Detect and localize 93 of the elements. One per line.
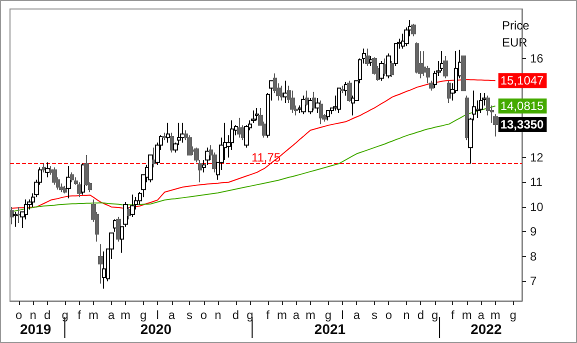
x-tick-label: f bbox=[450, 308, 455, 322]
candlestick bbox=[166, 122, 170, 144]
candlestick bbox=[162, 132, 167, 141]
x-tick-label: a bbox=[478, 308, 485, 322]
candlestick bbox=[301, 95, 306, 115]
x-tick-label: g bbox=[246, 308, 254, 322]
x-tick-label: m bbox=[120, 308, 131, 322]
x-tick-label: m bbox=[462, 308, 472, 322]
x-tick-label: m bbox=[277, 308, 287, 322]
candlestick bbox=[390, 60, 394, 78]
candlestick bbox=[283, 80, 288, 104]
ref-line-label: 11,75 bbox=[251, 150, 281, 165]
candlestick bbox=[52, 166, 57, 186]
x-tick-label: m bbox=[305, 308, 316, 322]
x-tick-label: l bbox=[156, 308, 159, 322]
candlestick bbox=[17, 206, 21, 224]
line-series bbox=[11, 105, 496, 212]
x-tick-label: n bbox=[214, 308, 222, 322]
y-tick-label: 9 bbox=[530, 224, 537, 239]
candlestick bbox=[152, 147, 156, 168]
x-tick-label: a bbox=[353, 308, 360, 322]
x-tick-label: o bbox=[385, 308, 392, 322]
y-tick-label: 16 bbox=[530, 51, 544, 66]
candlestick bbox=[255, 107, 259, 121]
candlestick bbox=[63, 185, 67, 194]
x-tick-label: f bbox=[78, 308, 82, 322]
candlestick bbox=[365, 48, 370, 66]
x-tick-label: a bbox=[108, 308, 115, 322]
y-tick-label: 10 bbox=[530, 200, 544, 214]
candlestick bbox=[130, 194, 135, 218]
candlestick bbox=[244, 124, 249, 148]
text: 2020 bbox=[140, 321, 172, 337]
candlestick bbox=[447, 80, 451, 104]
candlestick bbox=[102, 251, 106, 290]
text: 2022 bbox=[470, 321, 502, 337]
x-tick-label: m bbox=[490, 308, 500, 322]
y-tick-label: 11 bbox=[530, 175, 543, 190]
x-tick-label: o bbox=[16, 308, 23, 322]
candlestick bbox=[45, 162, 50, 178]
x-tick-label: o bbox=[200, 308, 208, 322]
candlestick bbox=[170, 132, 174, 154]
text: 2019 bbox=[20, 321, 52, 337]
x-tick-label: a bbox=[292, 308, 300, 322]
x-tick-label: d bbox=[232, 308, 240, 322]
candlestick bbox=[77, 182, 82, 198]
candlestick bbox=[98, 244, 103, 284]
candlestick bbox=[280, 85, 284, 102]
candlestick bbox=[312, 91, 316, 111]
candlestick bbox=[319, 100, 323, 125]
candlestick bbox=[66, 166, 71, 199]
candlestick bbox=[411, 23, 416, 37]
candlestick bbox=[461, 56, 466, 92]
candlestick bbox=[386, 53, 391, 79]
candlestick bbox=[347, 80, 352, 102]
candlestick bbox=[340, 85, 345, 94]
x-tick-label: s bbox=[186, 308, 193, 322]
candlestick bbox=[237, 117, 242, 138]
x-tick-label: g bbox=[510, 308, 516, 322]
x-tick-label: s bbox=[371, 308, 378, 322]
candlestick bbox=[326, 110, 330, 121]
x-tick-label: a bbox=[168, 308, 176, 322]
x-tick-label: g bbox=[140, 308, 147, 322]
data-label: 14,0815 bbox=[500, 98, 544, 113]
candlestick bbox=[443, 56, 448, 79]
x-tick-label: m bbox=[88, 308, 99, 322]
x-tick-label: d bbox=[44, 308, 51, 322]
candlestick bbox=[305, 90, 309, 106]
x-tick-label: d bbox=[417, 308, 424, 322]
candlestick bbox=[315, 98, 320, 114]
data-label: 15,1047 bbox=[500, 74, 544, 88]
text: 2021 bbox=[314, 321, 346, 337]
candlestick bbox=[13, 211, 18, 228]
candlestick bbox=[70, 172, 74, 183]
candlestick bbox=[42, 163, 46, 173]
candlestick bbox=[369, 56, 373, 66]
y-tick-label: 7 bbox=[530, 274, 537, 288]
annotation: 13,3350 bbox=[500, 117, 544, 132]
x-tick-label: g bbox=[62, 308, 68, 322]
y-axis-title: Price EUR bbox=[502, 18, 530, 50]
x-tick-label: l bbox=[341, 308, 344, 322]
candlestick bbox=[379, 60, 384, 82]
x-tick-label: n bbox=[30, 308, 36, 322]
candlestick bbox=[180, 122, 185, 144]
candlestick bbox=[187, 134, 192, 156]
candlestick bbox=[337, 88, 341, 114]
x-tick-label: g bbox=[324, 308, 332, 322]
y-tick-label: 12 bbox=[530, 150, 544, 164]
y-tick-label: 8 bbox=[530, 249, 537, 264]
candlestick bbox=[10, 206, 14, 225]
x-tick-label: f bbox=[266, 308, 270, 322]
candlestick bbox=[148, 154, 153, 183]
x-tick-label: n bbox=[403, 308, 410, 322]
x-tick-label: g bbox=[432, 308, 438, 322]
